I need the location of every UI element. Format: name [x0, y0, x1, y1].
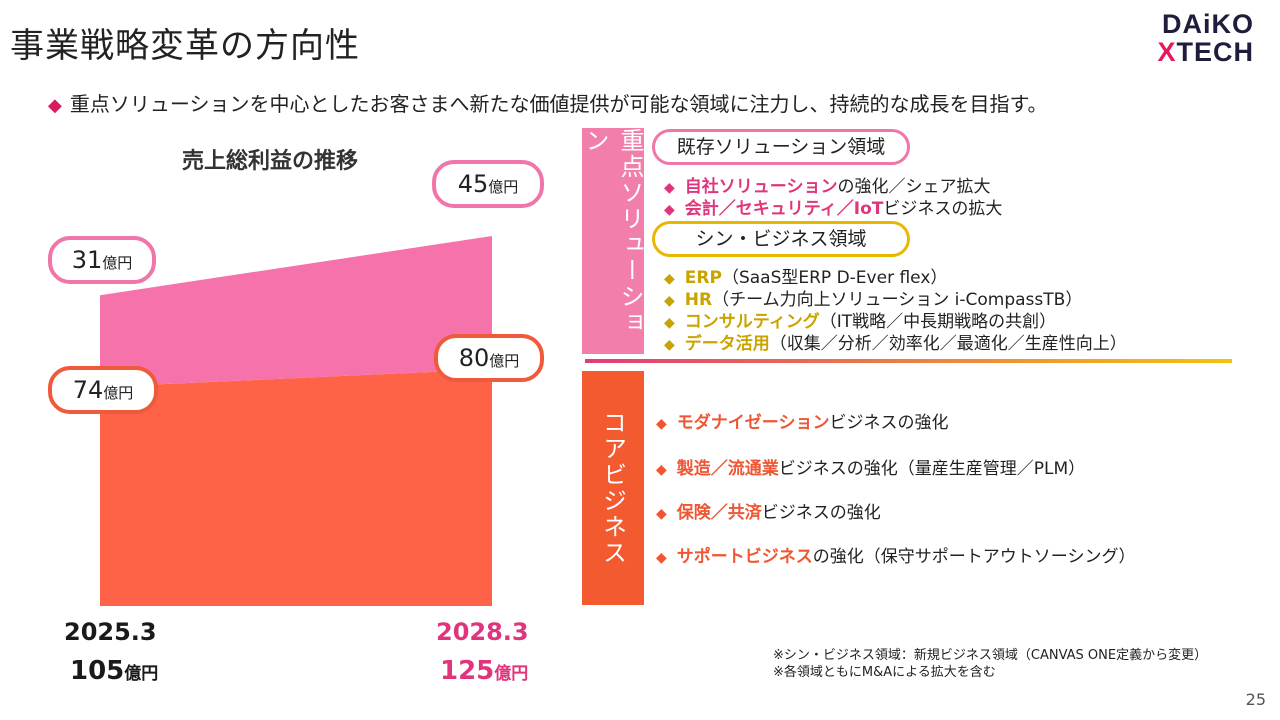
chart-title: 売上総利益の推移	[182, 149, 359, 174]
data-label-value: 45	[457, 170, 489, 198]
data-label-focus-2028: 45億円	[432, 160, 544, 208]
diamond-bullet-icon: ◆	[656, 416, 667, 432]
diamond-bullet-icon: ◆	[664, 271, 675, 287]
data-label-focus-2025: 31億円	[48, 236, 156, 284]
logo-x-mark: X	[1157, 37, 1177, 67]
list-item: ◆ サポートビジネスの強化（保守サポートアウトソーシング）	[656, 547, 1136, 567]
total-value: 125	[440, 656, 495, 686]
list-item: ◆ モダナイゼーションビジネスの強化	[656, 413, 949, 433]
diamond-bullet-icon: ◆	[664, 180, 675, 196]
list-item: ◆ データ活用（収集／分析／効率化／最適化／生産性向上）	[664, 334, 1127, 354]
gross-profit-chart	[100, 236, 492, 606]
data-label-value: 74	[72, 376, 104, 404]
data-label-core-2025: 74億円	[48, 366, 158, 414]
logo-line2: XTECH	[1157, 38, 1254, 66]
diamond-bullet-icon: ◆	[664, 293, 675, 309]
total-label-2025: 105億円	[70, 656, 158, 686]
data-label-unit: 億円	[103, 384, 134, 402]
diamond-bullet-icon: ◆	[656, 550, 667, 566]
data-label-value: 31	[71, 246, 103, 274]
footnote: ※シン・ビジネス領域：新規ビジネス領域（CANVAS ONE定義から変更）	[773, 648, 1208, 663]
shin-business-label: シン・ビジネス領域	[652, 221, 910, 257]
subtitle: ◆ 重点ソリューションを中心としたお客さまへ新たな価値提供が可能な領域に注力し、持…	[48, 88, 1047, 117]
total-unit: 億円	[494, 664, 529, 684]
list-item: ◆ 自社ソリューションの強化／シェア拡大	[664, 177, 991, 197]
list-item: ◆ コンサルティング（IT戦略／中長期戦略の共創）	[664, 312, 1057, 332]
area-core-business	[100, 369, 492, 606]
diamond-bullet-icon: ◆	[664, 315, 675, 331]
focus-solution-tab: 重点ソリューション	[581, 128, 644, 354]
core-business-tab: コアビジネス	[582, 371, 644, 605]
data-label-unit: 億円	[489, 352, 520, 370]
subtitle-text: 重点ソリューションを中心としたお客さまへ新たな価値提供が可能な領域に注力し、持続…	[69, 92, 1048, 116]
data-label-value: 80	[458, 344, 490, 372]
list-item: ◆ ERP（SaaS型ERP D-Ever flex）	[664, 268, 948, 288]
diamond-bullet-icon: ◆	[48, 95, 62, 116]
data-label-core-2028: 80億円	[434, 334, 544, 382]
x-label-2028: 2028.3	[436, 618, 529, 646]
company-logo: DAiKO XTECH	[1157, 10, 1254, 66]
diamond-bullet-icon: ◆	[664, 202, 675, 218]
data-label-unit: 億円	[488, 178, 519, 196]
area-focus-solution	[100, 236, 492, 387]
diamond-bullet-icon: ◆	[656, 462, 667, 478]
x-label-2025: 2025.3	[64, 618, 157, 646]
section-divider	[585, 359, 1232, 363]
list-item: ◆ 製造／流通業ビジネスの強化（量産生産管理／PLM）	[656, 459, 1086, 479]
page-title: 事業戦略変革の方向性	[10, 26, 360, 66]
total-label-2028: 125億円	[440, 656, 528, 686]
footnote: ※各領域ともにM&Aによる拡大を含む	[773, 665, 996, 680]
total-value: 105	[70, 656, 125, 686]
existing-solution-label: 既存ソリューション領域	[652, 129, 910, 165]
page-number: 25	[1245, 690, 1266, 709]
data-label-unit: 億円	[102, 254, 133, 272]
logo-line2-text: TECH	[1176, 37, 1254, 67]
list-item: ◆ 保険／共済ビジネスの強化	[656, 503, 881, 523]
diamond-bullet-icon: ◆	[656, 506, 667, 522]
total-unit: 億円	[124, 664, 159, 684]
logo-line1: DAiKO	[1162, 9, 1254, 39]
list-item: ◆ 会計／セキュリティ／IoTビジネスの拡大	[664, 199, 1003, 219]
list-item: ◆ HR（チーム力向上ソリューション i-CompassTB）	[664, 290, 1083, 310]
diamond-bullet-icon: ◆	[664, 337, 675, 353]
